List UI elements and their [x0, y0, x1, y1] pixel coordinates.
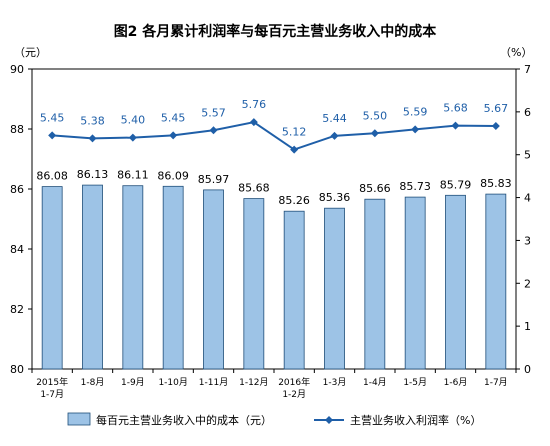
bar-value-label: 85.26 [278, 194, 310, 207]
line-point [491, 122, 500, 130]
x-axis-tick-label-line: 1-9月 [121, 377, 145, 388]
right-axis-tick-label: 6 [524, 106, 531, 119]
x-axis-tick-label-line: 1-7月 [484, 377, 508, 388]
bar-value-label: 85.36 [319, 191, 351, 204]
line-value-label: 5.68 [443, 102, 468, 115]
legend: 每百元主营业务收入中的成本（元） 主营业务收入利润率（%） [67, 412, 481, 427]
x-axis-tick-label: 2015年 1-7月 [36, 376, 68, 400]
bar-value-label: 85.79 [440, 178, 472, 191]
line-value-label: 5.50 [363, 109, 388, 122]
bar-value-label: 85.97 [198, 173, 230, 186]
line-series [52, 121, 496, 151]
right-axis-tick-label: 1 [524, 320, 531, 333]
left-axis-tick-label: 80 [10, 363, 24, 376]
left-axis-tick-label: 90 [10, 63, 24, 76]
x-axis-tick-label: 1-11月 [199, 377, 228, 388]
x-axis-tick-label-line: 2015年 [36, 376, 68, 388]
x-axis-tick-label-line: 1-8月 [81, 377, 105, 388]
line-point [451, 121, 460, 130]
x-axis-tick-label-line: 2016年 [278, 376, 310, 388]
x-axis-tick-label: 1-7月 [484, 377, 508, 388]
x-axis-tick-label-line: 1-11月 [199, 377, 228, 388]
x-axis-tick-label-line: 1-6月 [444, 377, 468, 388]
line-value-label: 5.44 [322, 112, 347, 125]
line-point [169, 131, 178, 140]
legend-bar-swatch [67, 412, 91, 426]
right-axis-unit: （%） [500, 46, 532, 59]
x-axis-tick-label-line: 1-7月 [40, 389, 64, 400]
line-point [209, 126, 218, 135]
bar-value-label: 85.68 [238, 182, 270, 195]
right-axis-tick-label: 4 [524, 192, 531, 205]
line-point [128, 133, 137, 142]
bar [82, 184, 103, 370]
right-axis-tick-label: 3 [524, 234, 531, 247]
bar [404, 196, 426, 370]
x-axis-tick-label-line: 1-5月 [403, 377, 427, 388]
line-point [249, 118, 258, 127]
left-axis-tick-label: 82 [10, 303, 24, 316]
x-axis-tick-label: 1-8月 [81, 377, 105, 388]
line-value-label: 5.12 [282, 126, 307, 139]
bar-value-label: 86.08 [36, 170, 68, 183]
line-point [48, 131, 57, 140]
x-axis-tick-label: 2016年 1-2月 [278, 376, 310, 400]
right-axis-tick-label: 7 [524, 63, 531, 76]
left-axis-unit: （元） [14, 46, 47, 59]
x-axis-tick-label-line: 1-12月 [239, 377, 268, 388]
bar [41, 186, 63, 370]
legend-line-marker [325, 416, 333, 424]
legend-bar-label: 每百元主营业务收入中的成本（元） [96, 413, 272, 427]
x-axis-tick-label: 1-4月 [363, 377, 387, 388]
chart-title: 图2 各月累计利润率与每百元主营业务收入中的成本 [114, 23, 438, 40]
line-value-label: 5.38 [80, 114, 105, 127]
bar-value-label: 85.66 [359, 182, 391, 195]
x-axis-tick-label-line: 1-2月 [282, 389, 306, 400]
line-value-label: 5.67 [484, 102, 509, 115]
bar [243, 198, 265, 370]
right-axis-tick-label: 2 [524, 277, 531, 290]
left-axis-tick-label: 86 [10, 183, 24, 196]
bar-value-label: 86.09 [157, 169, 189, 182]
x-axis-tick-label: 1-5月 [403, 377, 427, 388]
line-point [370, 129, 379, 138]
left-axis-tick-label: 88 [10, 123, 24, 136]
line-point [330, 131, 339, 140]
right-axis-tick-label: 5 [524, 149, 531, 162]
left-axis-tick-label: 84 [10, 243, 24, 256]
line-point [290, 145, 299, 154]
bar [203, 189, 224, 370]
x-axis-tick-label: 1-3月 [323, 377, 347, 388]
line-value-label: 5.45 [40, 111, 65, 124]
bar [485, 193, 507, 370]
bar [162, 185, 184, 370]
line-point [88, 134, 97, 143]
line-value-label: 5.57 [201, 106, 226, 119]
line-value-label: 5.76 [242, 98, 267, 111]
line-point [411, 125, 420, 134]
x-axis-tick-label-line: 1-10月 [158, 377, 187, 388]
line-value-label: 5.40 [121, 114, 146, 127]
bar [324, 207, 345, 370]
bar-value-label: 86.11 [117, 169, 149, 182]
bar-value-label: 85.73 [399, 180, 431, 193]
x-axis-tick-label: 1-12月 [239, 377, 268, 388]
bar [122, 185, 144, 370]
x-axis-tick-label: 1-10月 [158, 377, 187, 388]
x-axis-tick-label: 1-9月 [121, 377, 145, 388]
line-value-label: 5.59 [403, 105, 428, 118]
line-value-label: 5.45 [161, 111, 186, 124]
right-axis-tick-label: 0 [524, 363, 531, 376]
bar [445, 194, 466, 370]
x-axis-tick-label-line: 1-4月 [363, 377, 387, 388]
legend-line-label: 主营业务收入利润率（%） [350, 413, 481, 427]
bar [364, 198, 386, 370]
bar-value-label: 86.13 [77, 168, 109, 181]
x-axis-tick-label: 1-6月 [444, 377, 468, 388]
bar-value-label: 85.83 [480, 177, 512, 190]
bar [283, 210, 305, 370]
x-axis-tick-label-line: 1-3月 [323, 377, 347, 388]
